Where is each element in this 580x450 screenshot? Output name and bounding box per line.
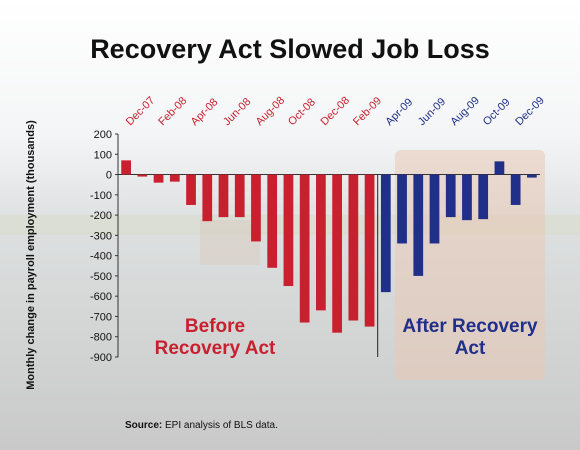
y-tick-label: -400 xyxy=(90,251,112,263)
y-tick-label: -800 xyxy=(90,332,112,344)
y-tick-label: 0 xyxy=(106,170,112,182)
series-label: After Recovery Act xyxy=(402,316,538,359)
y-tick-label: -900 xyxy=(90,352,112,364)
series-label: Before Recovery Act xyxy=(154,316,276,359)
source: Source: EPI analysis of BLS data. xyxy=(125,420,278,431)
source-label: Source: xyxy=(125,420,162,431)
y-tick-label: -300 xyxy=(90,230,112,242)
bar xyxy=(429,174,440,244)
bar xyxy=(494,161,505,175)
background-truck xyxy=(200,220,260,265)
bar xyxy=(364,174,375,327)
bar xyxy=(413,174,424,276)
bar xyxy=(153,174,164,183)
bar xyxy=(186,174,196,205)
bar xyxy=(234,174,245,218)
bar xyxy=(121,160,131,175)
bar xyxy=(267,174,278,268)
bar xyxy=(316,174,326,311)
bar xyxy=(218,174,229,218)
bar xyxy=(283,174,294,287)
y-tick-label: -100 xyxy=(90,190,112,202)
chart-title: Recovery Act Slowed Job Loss xyxy=(90,34,490,64)
bar xyxy=(251,174,261,242)
bar xyxy=(299,174,310,323)
y-tick-label: -700 xyxy=(90,311,112,323)
y-tick-label: 200 xyxy=(94,129,112,141)
y-tick-label: -500 xyxy=(90,271,112,283)
bar xyxy=(332,174,342,333)
bar xyxy=(169,174,180,182)
y-tick-label: -600 xyxy=(90,291,112,303)
bar xyxy=(462,174,472,221)
bar xyxy=(202,174,213,222)
bar xyxy=(510,174,521,205)
y-axis-title: Monthly change in payroll employment (th… xyxy=(25,120,37,390)
y-tick-label: -200 xyxy=(90,210,112,222)
y-tick-label: 100 xyxy=(94,149,112,161)
bar xyxy=(380,174,391,293)
bar xyxy=(445,174,456,218)
source-text: EPI analysis of BLS data. xyxy=(165,420,278,431)
bar xyxy=(478,174,489,220)
bar xyxy=(397,174,407,244)
bar xyxy=(527,174,537,178)
bar xyxy=(348,174,359,321)
bar xyxy=(137,174,148,177)
